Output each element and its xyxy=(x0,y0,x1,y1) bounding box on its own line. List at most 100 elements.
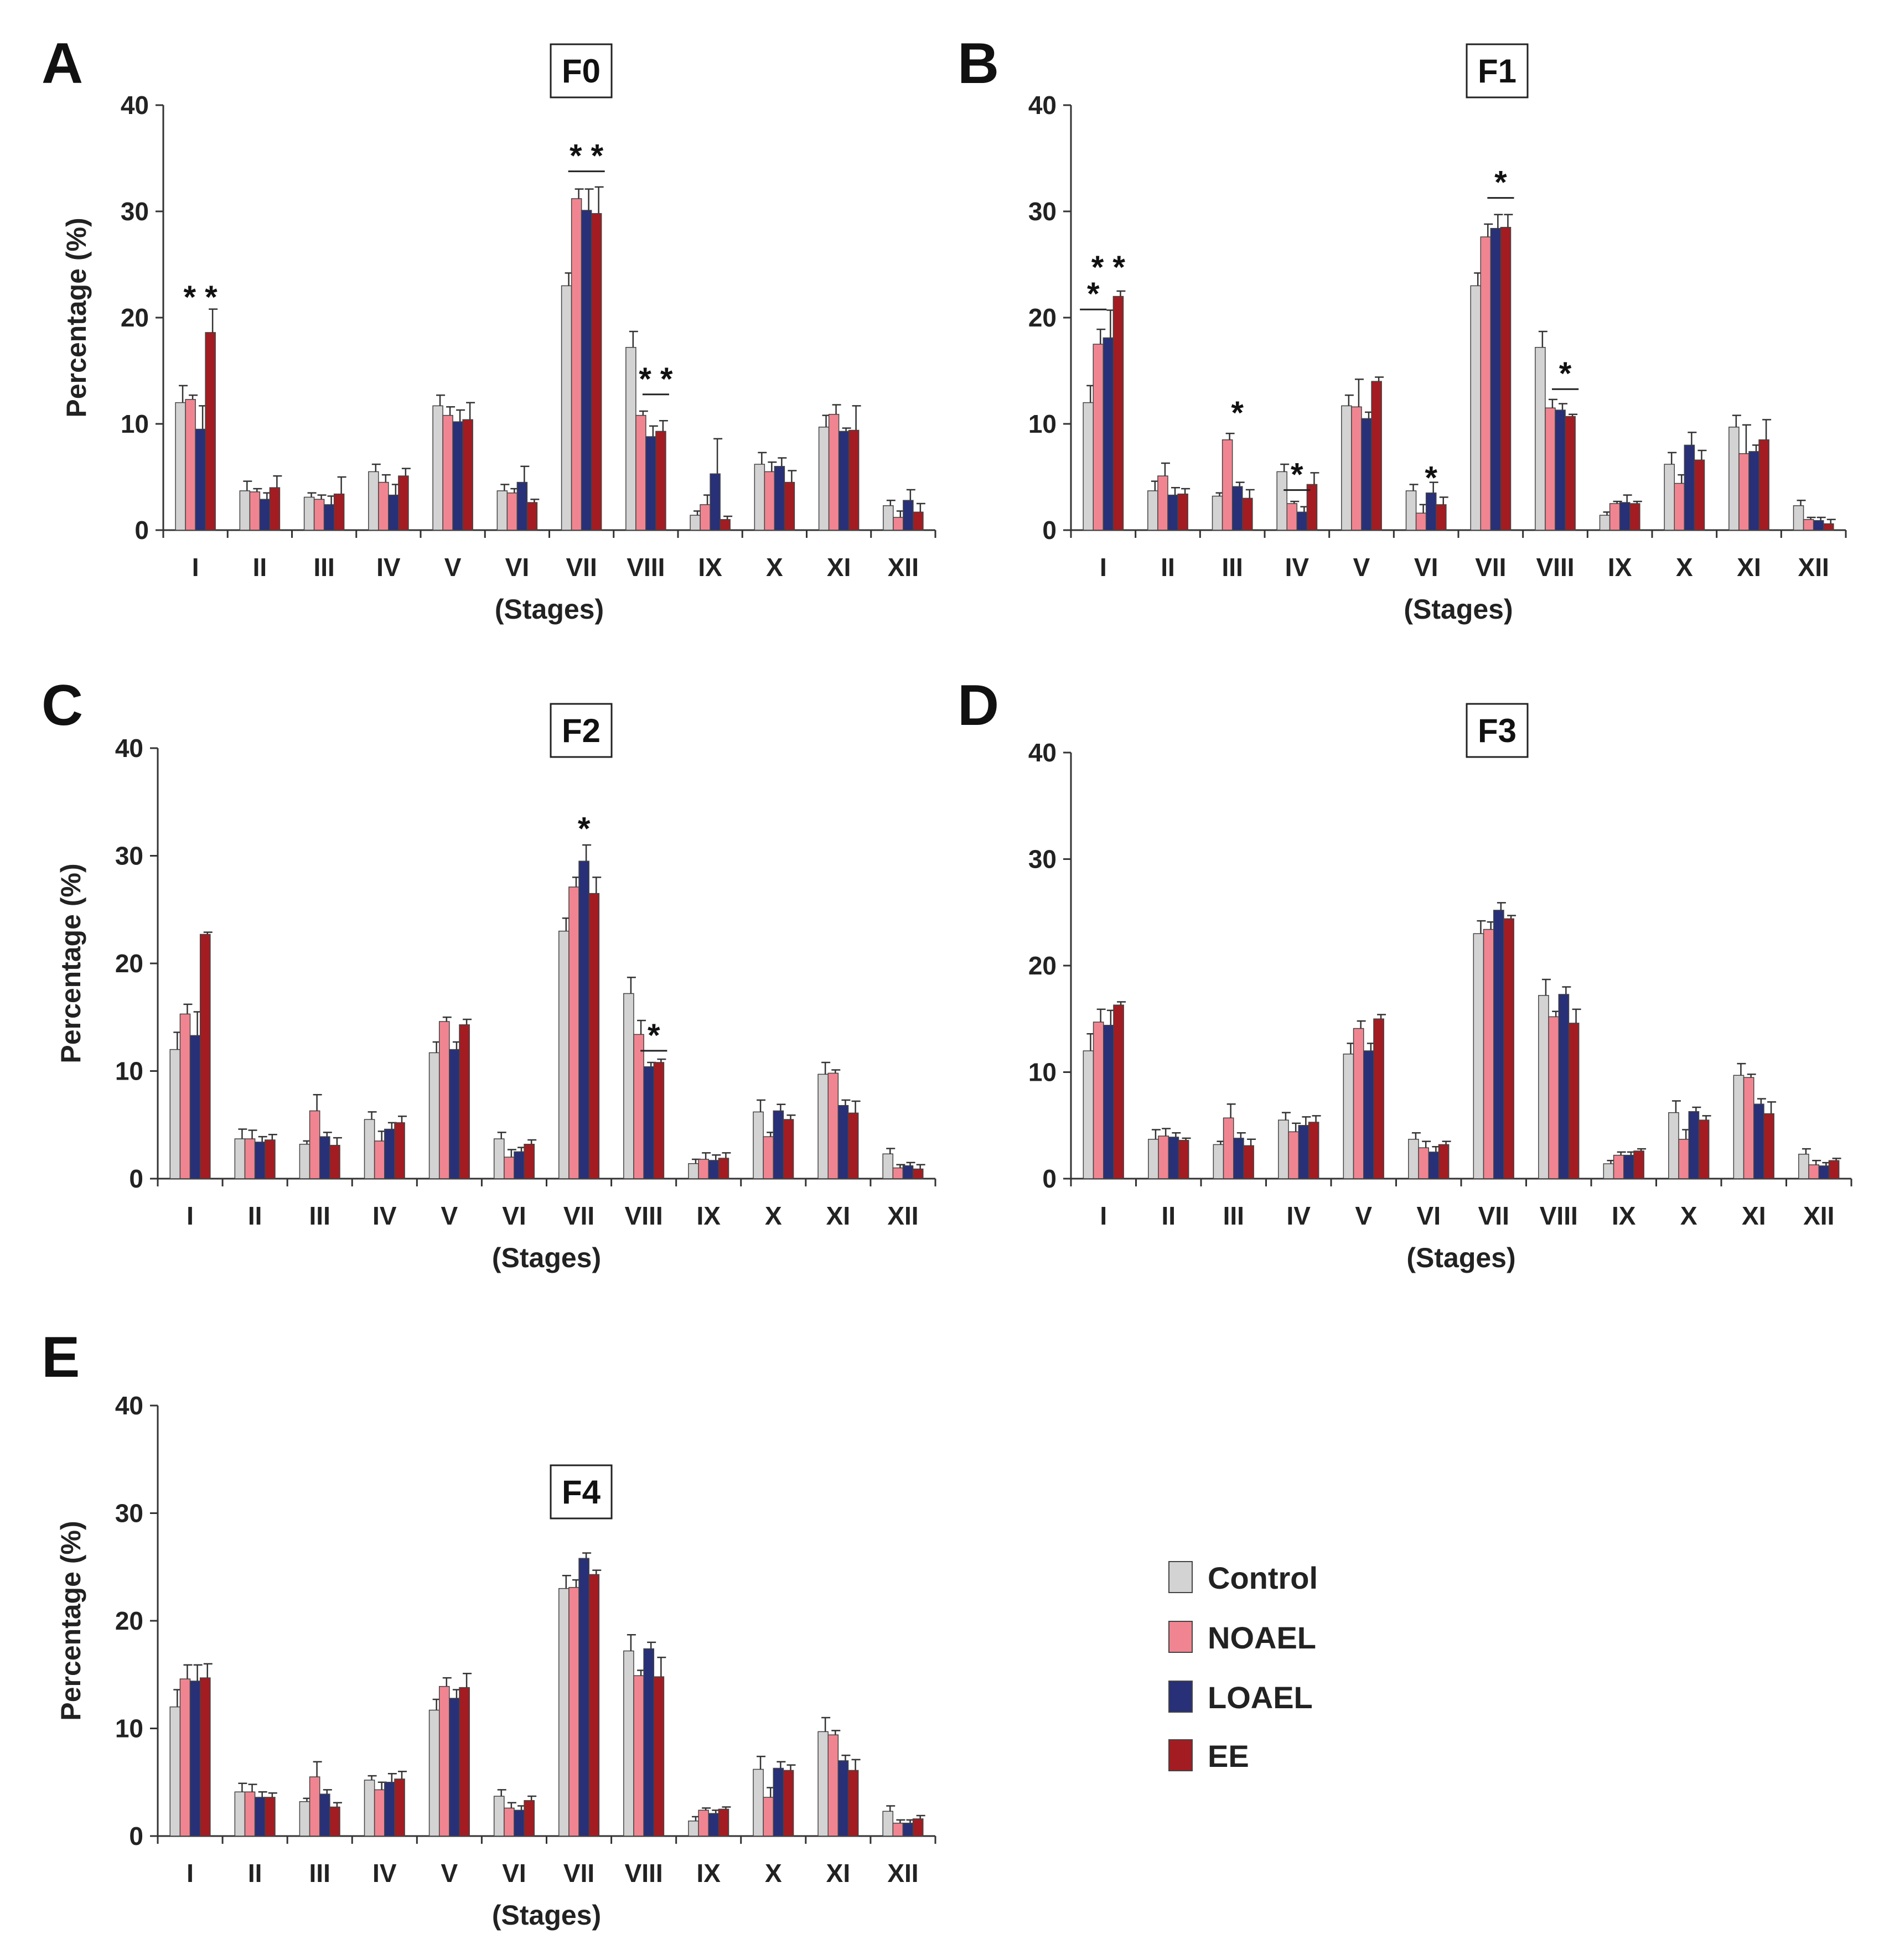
bar-ee xyxy=(1758,439,1769,531)
bar-noael xyxy=(764,471,775,531)
bar-loael xyxy=(1103,1025,1114,1179)
y-tick-label: 0 xyxy=(1042,1164,1057,1193)
x-tick-label: XI xyxy=(827,553,851,582)
bar-loael xyxy=(578,1558,589,1837)
x-tick-label: III xyxy=(1223,1201,1244,1230)
chart-title-box xyxy=(550,1464,613,1520)
x-tick-label: VIII xyxy=(625,1201,663,1230)
bar-control xyxy=(1473,933,1484,1179)
legend-swatch-control xyxy=(1168,1561,1193,1593)
y-tick-label: 30 xyxy=(115,842,143,870)
bar-noael xyxy=(1286,503,1298,531)
bar-loael xyxy=(384,1782,395,1837)
bar-noael xyxy=(700,504,711,531)
bar-ee xyxy=(1308,1122,1319,1179)
x-tick-label: II xyxy=(1161,553,1175,582)
bar-control xyxy=(1147,490,1158,531)
bar-control xyxy=(299,1144,310,1179)
bar-noael xyxy=(309,1110,320,1179)
legend-label-loael: LOAEL xyxy=(1208,1680,1313,1715)
bar-loael xyxy=(1684,444,1695,531)
bar-ee xyxy=(459,1024,470,1179)
bar-ee xyxy=(718,1808,729,1837)
bar-loael xyxy=(581,210,592,531)
x-tick-label: II xyxy=(248,1201,262,1230)
significance-marker: * xyxy=(578,811,591,847)
x-tick-label: IX xyxy=(1608,553,1632,582)
bar-control xyxy=(234,1791,246,1837)
bar-control xyxy=(428,1052,440,1179)
bar-noael xyxy=(374,1140,385,1179)
bar-control xyxy=(1212,495,1223,531)
panel-letter: C xyxy=(42,673,83,738)
bar-control xyxy=(1408,1139,1419,1179)
bar-control xyxy=(753,1769,764,1837)
bar-ee xyxy=(1436,504,1447,531)
bar-noael xyxy=(179,1013,191,1179)
x-tick-label: VI xyxy=(502,1201,526,1230)
bar-control xyxy=(817,1074,829,1179)
bar-ee xyxy=(1823,523,1834,531)
y-tick-label: 20 xyxy=(1028,303,1057,332)
bar-ee xyxy=(784,481,795,531)
bar-loael xyxy=(578,860,589,1179)
y-tick-label: 10 xyxy=(1028,409,1057,438)
bar-ee xyxy=(1568,1023,1580,1179)
bar-control xyxy=(1470,285,1482,531)
y-tick-label: 40 xyxy=(1028,91,1057,120)
significance-marker: * xyxy=(1291,457,1303,493)
y-tick-label: 30 xyxy=(115,1499,143,1528)
bar-noael xyxy=(1480,236,1492,531)
bar-ee xyxy=(524,1144,535,1179)
bar-ee xyxy=(1243,1145,1254,1179)
bar-control xyxy=(1793,505,1804,531)
bar-ee xyxy=(1242,497,1253,531)
x-tick-label: VI xyxy=(1417,1201,1441,1230)
bar-loael xyxy=(1818,1165,1830,1179)
bar-control xyxy=(1341,405,1352,531)
bar-control xyxy=(493,1138,505,1179)
bar-noael xyxy=(1803,519,1814,531)
bar-control xyxy=(882,1153,894,1179)
bar-loael xyxy=(1753,1103,1764,1179)
bar-control xyxy=(623,1650,634,1837)
bar-loael xyxy=(195,428,206,531)
chart-title-box xyxy=(1466,703,1529,758)
bar-control xyxy=(754,464,765,531)
x-tick-label: I xyxy=(187,1859,194,1888)
bar-control xyxy=(368,471,379,531)
bar-loael xyxy=(1748,451,1759,531)
bar-control xyxy=(1798,1153,1809,1179)
bar-control xyxy=(1148,1139,1159,1179)
y-tick-label: 0 xyxy=(129,1822,143,1850)
bar-noael xyxy=(1223,1117,1234,1179)
x-tick-label: XII xyxy=(887,1201,918,1230)
bar-ee xyxy=(1112,295,1124,531)
x-axis-title: (Stages) xyxy=(495,594,604,625)
chart-title-box xyxy=(550,43,613,98)
bar-control xyxy=(558,930,570,1179)
chart-title-box xyxy=(550,703,613,758)
x-tick-label: V xyxy=(441,1201,458,1230)
bar-ee xyxy=(783,1119,794,1179)
bar-loael xyxy=(449,1049,460,1179)
bar-control xyxy=(1083,1050,1094,1179)
bar-noael xyxy=(1157,475,1168,531)
x-tick-label: IV xyxy=(372,1201,397,1230)
bar-ee xyxy=(1500,227,1512,531)
bar-noael xyxy=(438,1686,450,1837)
bar-noael xyxy=(438,1021,450,1179)
bar-loael xyxy=(1493,910,1504,1179)
x-tick-label: VI xyxy=(505,553,529,582)
x-axis-title: (Stages) xyxy=(1406,1242,1515,1273)
bar-noael xyxy=(309,1776,320,1837)
legend-swatch-ee xyxy=(1168,1739,1193,1771)
bar-noael xyxy=(892,1822,904,1837)
bar-control xyxy=(303,496,315,531)
bar-loael xyxy=(902,1822,914,1837)
bar-control xyxy=(234,1138,246,1179)
x-tick-label: III xyxy=(309,1859,330,1888)
legend-swatch-noael xyxy=(1168,1621,1193,1653)
bar-loael xyxy=(837,1760,849,1837)
bar-loael xyxy=(1168,1137,1179,1179)
